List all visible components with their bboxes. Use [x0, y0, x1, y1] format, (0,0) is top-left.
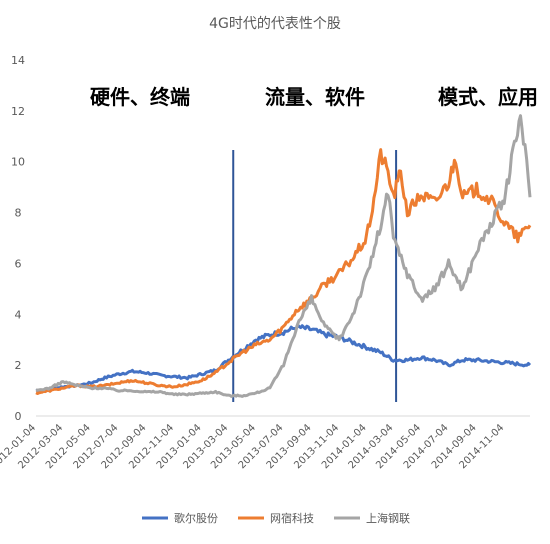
series-line-2 — [35, 148, 532, 395]
chart-title: 4G时代的代表性个股 — [209, 16, 341, 32]
series-line-1 — [35, 323, 532, 393]
phase-label-mode: 模式、应用 — [438, 85, 538, 109]
legend-label: 网宿科技 — [270, 511, 314, 525]
legend-label: 上海钢联 — [366, 511, 410, 525]
y-tick-label: 4 — [15, 308, 22, 321]
phase-label-traffic: 流量、软件 — [265, 85, 365, 109]
y-tick-label: 6 — [15, 257, 22, 270]
series-line-3 — [35, 114, 532, 398]
y-tick-label: 14 — [11, 54, 25, 67]
y-axis: 0 2 4 6 8 10 12 14 — [11, 54, 25, 423]
y-tick-label: 2 — [15, 359, 22, 372]
y-tick-label: 8 — [15, 207, 22, 220]
y-tick-label: 10 — [11, 156, 25, 169]
phase-dividers — [232, 150, 398, 402]
phase-label-hardware: 硬件、终端 — [90, 85, 190, 109]
y-tick-label: 12 — [11, 105, 25, 118]
y-tick-label: 0 — [15, 410, 22, 423]
series-lines — [35, 114, 532, 398]
x-axis: 2012-01-042012-03-042012-05-042012-07-04… — [0, 415, 530, 471]
legend-label: 歌尔股份 — [174, 511, 218, 525]
legend: 歌尔股份 网宿科技 上海钢联 — [142, 511, 410, 525]
